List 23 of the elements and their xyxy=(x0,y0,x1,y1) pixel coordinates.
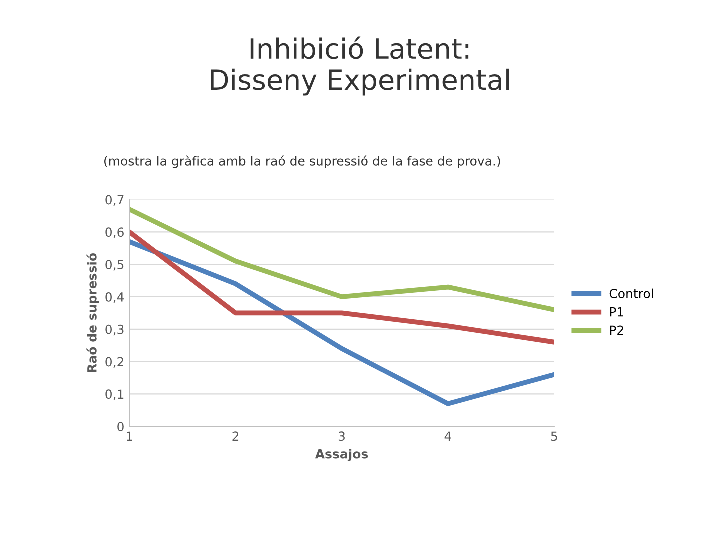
legend-label: P1 xyxy=(610,308,624,317)
x-axis-title: Assajos xyxy=(315,449,368,462)
x-tick-label: 1 xyxy=(126,432,132,441)
line-series xyxy=(130,207,554,312)
line-series xyxy=(130,239,554,406)
y-tick-label: 0,6 xyxy=(106,228,124,238)
y-tick-label: 0 xyxy=(118,422,124,432)
x-tick-label: 5 xyxy=(551,432,558,442)
y-tick-label: 0,2 xyxy=(106,357,124,368)
x-tick-label: 3 xyxy=(338,432,345,442)
y-tick-label: 0,4 xyxy=(106,292,124,304)
legend-label: P2 xyxy=(610,326,624,335)
legend-label: Control xyxy=(610,288,654,298)
x-tick-label: 4 xyxy=(444,432,452,441)
x-tick-label: 2 xyxy=(232,432,239,441)
y-axis-title: Raó de supressió xyxy=(86,254,100,372)
y-tick-label: 0,7 xyxy=(106,195,124,206)
line-series xyxy=(130,230,554,345)
chart-title: Inhibició Latent: Disseny Experimental xyxy=(211,36,510,96)
y-tick-label: 0,1 xyxy=(106,390,124,400)
y-tick-label: 0,3 xyxy=(106,324,124,336)
y-tick-label: 0,5 xyxy=(106,260,124,271)
chart-subtitle: (mostra la gràfica amb la raó de supressió de la fase de prova.) xyxy=(104,156,500,168)
